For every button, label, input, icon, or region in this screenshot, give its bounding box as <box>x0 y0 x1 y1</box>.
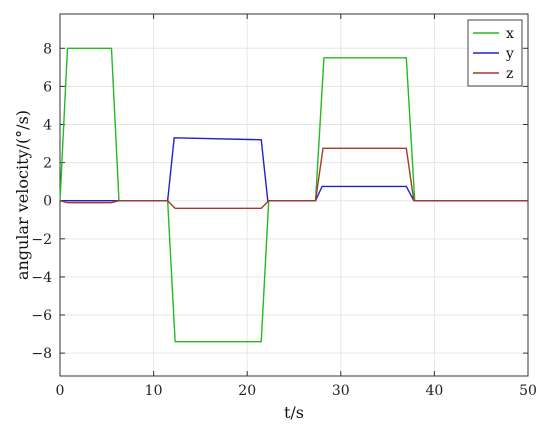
x-tick-label: 40 <box>425 383 443 399</box>
y-tick-label: −2 <box>31 232 52 248</box>
y-tick-label: −4 <box>31 270 52 286</box>
x-tick-label: 10 <box>145 383 163 399</box>
legend-label-y: y <box>505 46 514 62</box>
x-tick-label: 30 <box>332 383 350 399</box>
y-tick-label: 8 <box>43 41 52 57</box>
y-tick-label: 2 <box>43 156 52 172</box>
legend: xyz <box>467 19 523 87</box>
series-line-x <box>59 47 528 343</box>
x-tick-label: 0 <box>56 383 65 399</box>
legend-label-x: x <box>506 26 514 42</box>
x-axis-label: t/s <box>284 403 304 422</box>
y-tick-label: −8 <box>31 346 52 362</box>
y-axis-label: angular velocity/(°/s) <box>13 110 32 280</box>
x-tick-label: 50 <box>519 383 537 399</box>
y-tick-label: 4 <box>43 118 52 134</box>
legend-label-z: z <box>506 66 513 82</box>
plot-area <box>60 14 528 376</box>
y-tick-label: 0 <box>43 194 52 210</box>
series-line-z <box>59 147 528 210</box>
x-tick-label: 20 <box>238 383 256 399</box>
y-tick-label: 6 <box>43 79 52 95</box>
y-tick-label: −6 <box>31 308 52 324</box>
